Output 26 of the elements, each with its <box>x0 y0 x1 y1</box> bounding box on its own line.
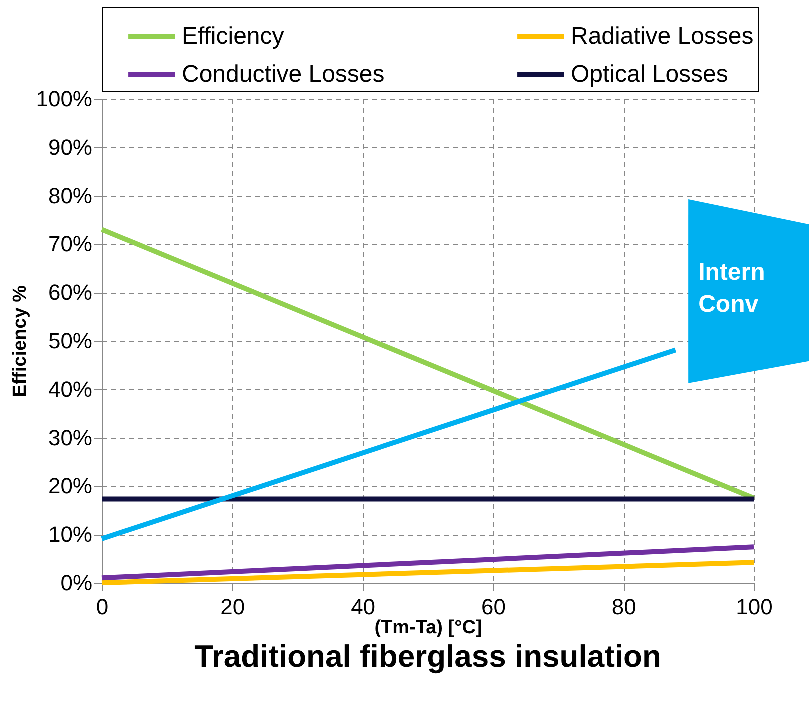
y-tick-label: 50% <box>48 328 92 354</box>
x-tick-label: 0 <box>96 594 109 620</box>
y-tick-label: 0% <box>60 570 92 596</box>
y-tick-label: 30% <box>48 425 92 450</box>
y-tick-label: 10% <box>48 522 92 548</box>
y-tick-label: 70% <box>48 232 92 257</box>
y-tick-label: 90% <box>48 134 92 160</box>
x-tick-label: 60 <box>481 594 506 620</box>
legend-label: Efficiency <box>182 23 284 50</box>
text: Traditional fiberglass insulation <box>194 639 662 674</box>
legend-label: Optical Losses <box>571 61 728 88</box>
y-tick-label: 80% <box>48 183 92 208</box>
annotation: Intern <box>698 259 766 288</box>
legend-label: Radiative Losses <box>571 23 754 50</box>
y-axis-title: Efficiency % <box>10 285 32 398</box>
x-tick-label: 40 <box>351 594 376 620</box>
y-tick-label: 100% <box>36 86 92 112</box>
y-tick-label: 60% <box>48 280 92 306</box>
legend-label: Conductive Losses <box>182 61 385 88</box>
x-tick-label: 100 <box>736 594 773 620</box>
x-axis-title: (Tm-Ta) [°C] <box>374 618 482 638</box>
y-tick-label: 40% <box>48 376 92 402</box>
y-tick-label: 20% <box>48 474 92 499</box>
x-tick-label: 20 <box>220 594 246 620</box>
x-tick-label: 80 <box>612 594 636 620</box>
annotation: Conv <box>698 291 759 320</box>
